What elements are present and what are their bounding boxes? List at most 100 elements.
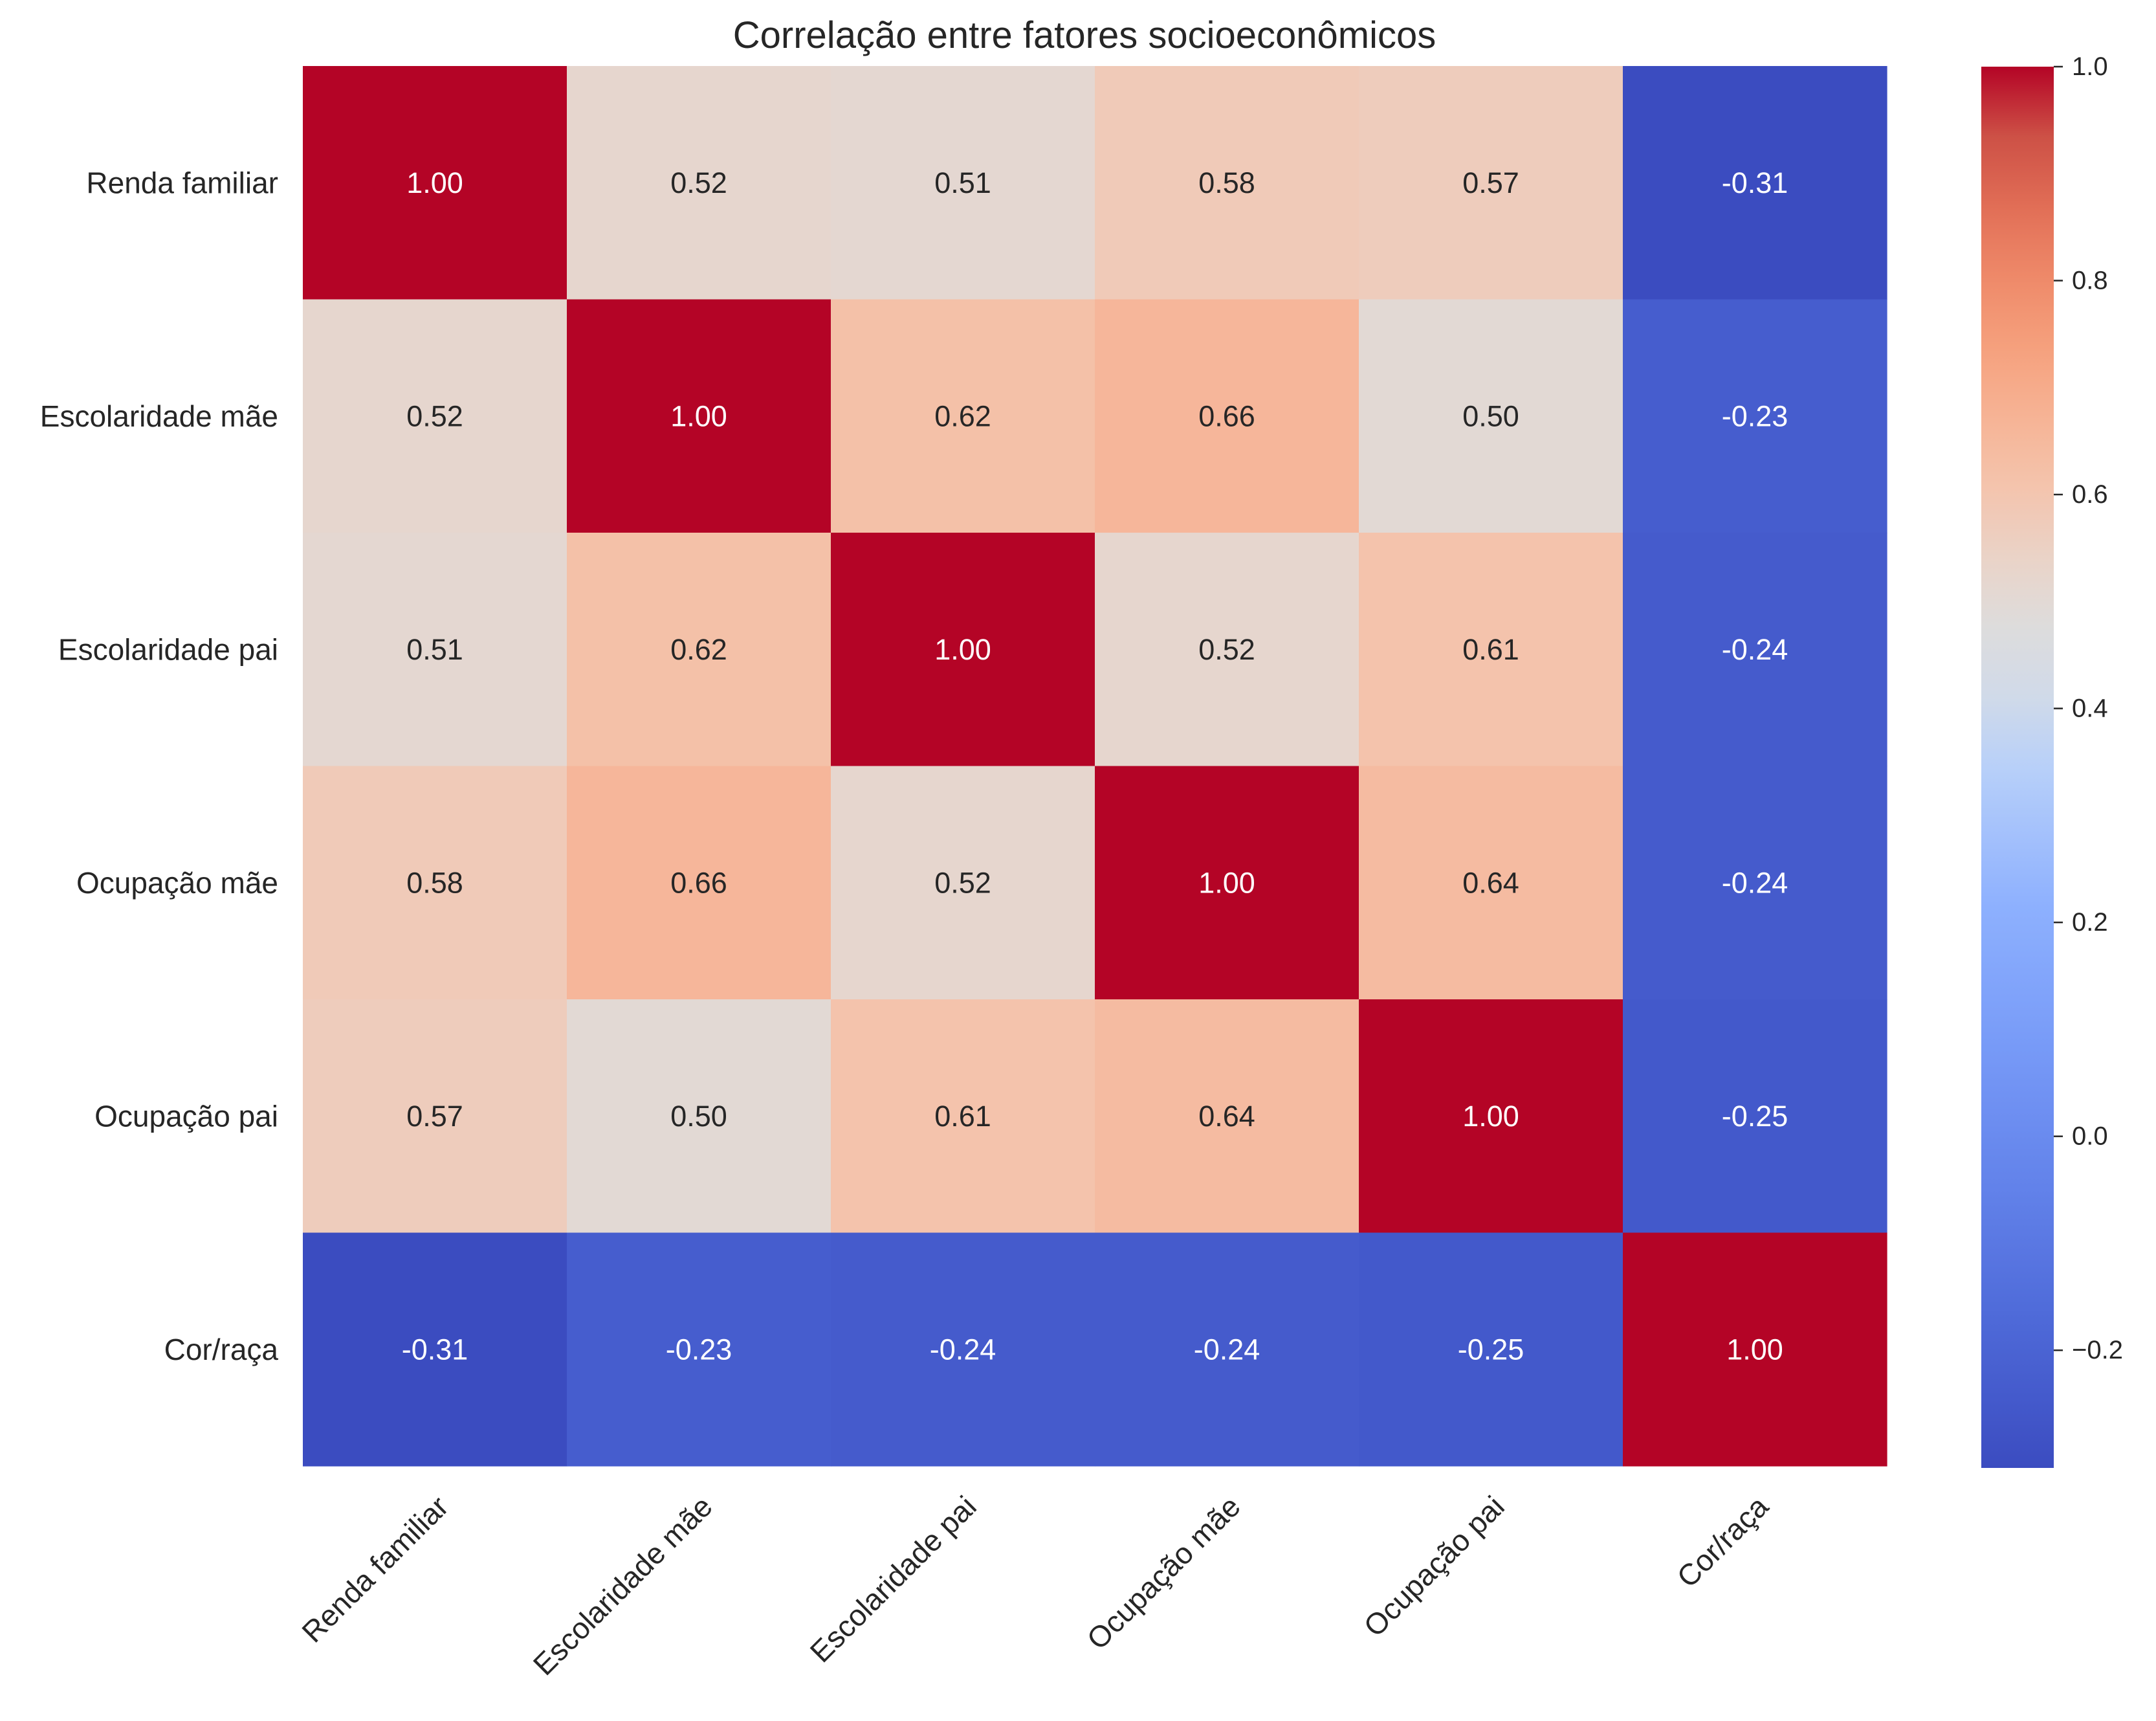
cell-value-label-r1-c0: 0.52: [406, 399, 463, 432]
heatmap-cell-r5-c1: [567, 1232, 831, 1467]
heatmap-cell-r5-c3: [1095, 1232, 1359, 1467]
y-tick-label-renda-familiar: Renda familiar: [86, 166, 278, 199]
cell-value-label-r2-c3: 0.52: [1198, 633, 1255, 666]
x-tick-label-escolaridade-mae: Escolaridade mãe: [527, 1489, 719, 1682]
cell-value-label-r3-c3: 1.00: [1198, 866, 1255, 899]
cell-value-label-r5-c3: -0.24: [1194, 1333, 1260, 1366]
cell-value-label-r3-c0: 0.58: [406, 866, 463, 899]
heatmap-cell-r5-c4: [1359, 1232, 1623, 1467]
cell-value-label-r2-c4: 0.61: [1462, 633, 1519, 666]
heatmap-cell-r3-c1: [567, 766, 831, 1000]
heatmap-cell-r0-c4: [1359, 66, 1623, 300]
cell-value-label-r5-c0: -0.31: [402, 1333, 468, 1366]
cell-value-label-r5-c5: 1.00: [1726, 1333, 1783, 1366]
cell-value-label-r2-c2: 1.00: [934, 633, 991, 666]
colorbar-tick-label: 0.6: [2072, 480, 2108, 509]
heatmap-cell-r4-c4: [1359, 999, 1623, 1234]
cell-value-label-r1-c1: 1.00: [670, 399, 727, 432]
y-axis-tick-labels: Renda familiar Escolaridade mãe Escolarida…: [40, 166, 279, 1366]
heatmap-cell-r5-c0: [303, 1232, 567, 1467]
heatmap-cell-r5-c2: [831, 1232, 1095, 1467]
heatmap-cell-r0-c5: [1623, 66, 1887, 300]
cell-value-label-r2-c5: -0.24: [1722, 633, 1788, 666]
heatmap-cell-r1-c1: [567, 299, 831, 533]
y-tick-label-ocupacao-mae: Ocupação mãe: [76, 866, 278, 900]
y-tick-label-cor-raca: Cor/raça: [164, 1333, 279, 1366]
cell-value-label-r5-c2: -0.24: [930, 1333, 996, 1366]
heatmap-cell-r3-c5: [1623, 766, 1887, 1000]
cell-value-label-r1-c4: 0.50: [1462, 399, 1519, 432]
cell-value-label-r4-c2: 0.61: [934, 1100, 991, 1133]
cell-value-label-r1-c2: 0.62: [934, 399, 991, 432]
heatmap-cell-r4-c0: [303, 999, 567, 1234]
cell-value-label-r1-c3: 0.66: [1198, 399, 1255, 432]
cell-value-label-r3-c1: 0.66: [670, 866, 727, 899]
y-tick-label-ocupacao-pai: Ocupação pai: [94, 1099, 278, 1133]
cell-value-label-r2-c1: 0.62: [670, 633, 727, 666]
heatmap-cell-r0-c3: [1095, 66, 1359, 300]
heatmap-cell-r2-c1: [567, 533, 831, 767]
heatmap-cell-r2-c0: [303, 533, 567, 767]
heatmap-cell-r4-c5: [1623, 999, 1887, 1234]
colorbar-tick-label: 0.2: [2072, 908, 2108, 937]
heatmap-cell-r2-c2: [831, 533, 1095, 767]
cell-value-label-r4-c5: -0.25: [1722, 1100, 1788, 1133]
heatmap-cell-r2-c3: [1095, 533, 1359, 767]
heatmap-cell-r5-c5: [1623, 1232, 1887, 1467]
heatmap-cell-r0-c1: [567, 66, 831, 300]
cell-value-label-r2-c0: 0.51: [406, 633, 463, 666]
cell-value-label-r0-c5: -0.31: [1722, 166, 1788, 199]
heatmap-cell-r1-c3: [1095, 299, 1359, 533]
cell-value-label-r0-c4: 0.57: [1462, 166, 1519, 199]
heatmap-cell-r0-c2: [831, 66, 1095, 300]
colorbar-ticks: −0.2 0.0 0.2 0.4 0.6 0.8 1.0: [2054, 52, 2123, 1364]
heatmap-cell-r1-c2: [831, 299, 1095, 533]
colorbar-tick-label: 0.8: [2072, 267, 2108, 295]
heatmap-cell-r3-c4: [1359, 766, 1623, 1000]
cell-value-label-r0-c3: 0.58: [1198, 166, 1255, 199]
x-axis-tick-labels: Renda familiar Escolaridade mãe Escolarida…: [295, 1489, 1775, 1682]
colorbar-tick-label: −0.2: [2072, 1336, 2123, 1364]
colorbar-tick-label: 1.0: [2072, 52, 2108, 81]
colorbar-tick-label: 0.4: [2072, 694, 2108, 723]
heatmap-cell-r0-c0: [303, 66, 567, 300]
x-tick-label-ocupacao-pai: Ocupação pai: [1357, 1489, 1510, 1643]
x-tick-label-ocupacao-mae: Ocupação mãe: [1080, 1489, 1246, 1656]
heatmap-cell-r3-c0: [303, 766, 567, 1000]
x-tick-label-escolaridade-pai: Escolaridade pai: [804, 1489, 983, 1669]
cell-value-label-r4-c0: 0.57: [406, 1100, 463, 1133]
colorbar: [1981, 67, 2054, 1468]
heatmap-cell-r1-c5: [1623, 299, 1887, 533]
cell-annotations: 1.00 0.52 0.51 0.58 0.57 -0.31 0.52 1.00 0.62 0.6…: [402, 166, 1788, 1366]
cell-value-label-r3-c4: 0.64: [1462, 866, 1519, 899]
cell-value-label-r3-c5: -0.24: [1722, 866, 1788, 899]
cell-value-label-r1-c5: -0.23: [1722, 399, 1788, 432]
heatmap-cell-r1-c0: [303, 299, 567, 533]
cell-value-label-r5-c1: -0.23: [666, 1333, 732, 1366]
x-tick-label-cor-raca: Cor/raça: [1670, 1489, 1775, 1594]
heatmap-cell-r4-c2: [831, 999, 1095, 1234]
cell-value-label-r4-c4: 1.00: [1462, 1100, 1519, 1133]
colorbar-tick-label: 0.0: [2072, 1122, 2108, 1151]
heatmap-cell-r3-c3: [1095, 766, 1359, 1000]
heatmap-cell-r1-c4: [1359, 299, 1623, 533]
x-tick-label-renda-familiar: Renda familiar: [295, 1489, 454, 1649]
heatmap-cell-r2-c5: [1623, 533, 1887, 767]
heatmap-cell-r4-c1: [567, 999, 831, 1234]
y-tick-label-escolaridade-pai: Escolaridade pai: [58, 632, 278, 666]
cell-value-label-r0-c2: 0.51: [934, 166, 991, 199]
heatmap-cells: [303, 66, 1887, 1467]
cell-value-label-r3-c2: 0.52: [934, 866, 991, 899]
heatmap-cell-r3-c2: [831, 766, 1095, 1000]
heatmap-cell-r2-c4: [1359, 533, 1623, 767]
cell-value-label-r4-c1: 0.50: [670, 1100, 727, 1133]
cell-value-label-r5-c4: -0.25: [1458, 1333, 1524, 1366]
y-tick-label-escolaridade-mae: Escolaridade mãe: [40, 399, 278, 433]
cell-value-label-r4-c3: 0.64: [1198, 1100, 1255, 1133]
chart-title: Correlação entre fatores socioeconômicos: [733, 14, 1436, 56]
cell-value-label-r0-c1: 0.52: [670, 166, 727, 199]
heatmap-cell-r4-c3: [1095, 999, 1359, 1234]
cell-value-label-r0-c0: 1.00: [406, 166, 463, 199]
